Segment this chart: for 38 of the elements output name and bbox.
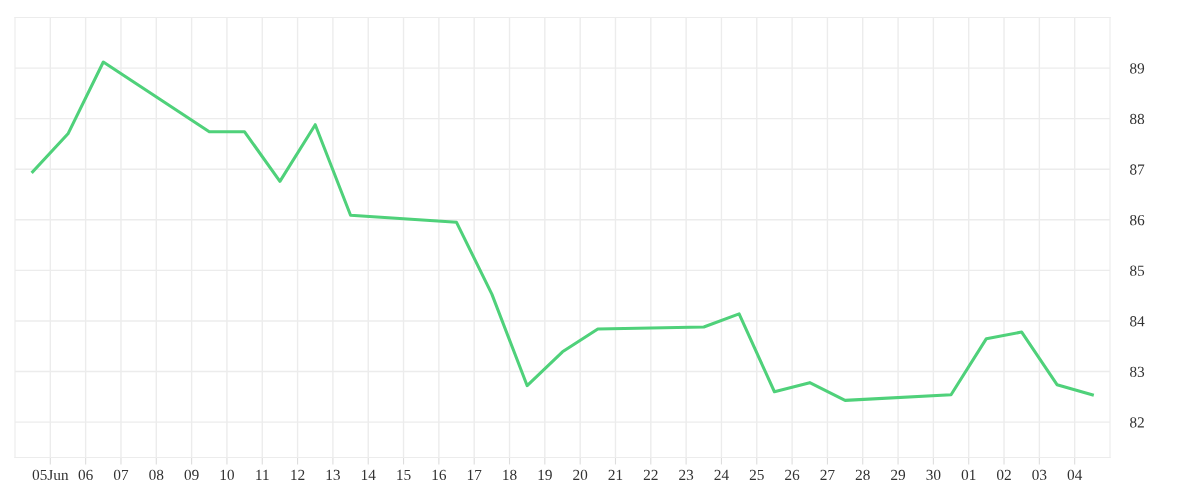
x-tick-label: 24 xyxy=(714,469,729,480)
x-tick-label: 21 xyxy=(608,469,623,480)
y-tick-label: 84 xyxy=(1130,316,1145,327)
x-tick-label: 27 xyxy=(820,469,835,480)
x-tick-label: 30 xyxy=(926,469,941,481)
x-tick-label: 11 xyxy=(256,469,269,480)
x-tick-label: 04 xyxy=(1067,469,1083,481)
x-tick-label: 09 xyxy=(184,469,199,481)
x-tick-label: 06 xyxy=(78,469,93,481)
x-tick-label: 25 xyxy=(749,469,764,481)
x-tick-label: 05Jun xyxy=(32,469,69,481)
x-tick-label: 17 xyxy=(467,469,482,480)
y-tick-label: 85 xyxy=(1130,265,1145,276)
x-tick-label: 08 xyxy=(149,469,164,481)
x-tick-label: 12 xyxy=(291,469,305,480)
x-tick-label: 13 xyxy=(326,469,340,481)
y-tick-label: 87 xyxy=(1130,164,1145,175)
x-tick-label: 07 xyxy=(113,469,129,481)
x-tick-label: 28 xyxy=(855,469,870,481)
x-tick-label: 03 xyxy=(1032,469,1047,481)
y-tick-label: 86 xyxy=(1130,214,1145,226)
x-tick-label: 23 xyxy=(679,469,694,481)
x-tick-label: 10 xyxy=(220,469,234,481)
x-tick-label: 19 xyxy=(538,469,552,481)
x-tick-label: 14 xyxy=(361,469,376,480)
x-tick-label: 16 xyxy=(432,469,447,481)
y-tick-label: 83 xyxy=(1130,366,1145,377)
x-tick-label: 20 xyxy=(573,469,588,481)
x-tick-label: 01 xyxy=(961,469,976,481)
x-tick-label: 29 xyxy=(891,469,906,481)
x-tick-label: 02 xyxy=(996,469,1011,481)
x-tick-label: 18 xyxy=(503,469,517,481)
y-tick-label: 89 xyxy=(1130,63,1145,74)
y-tick-label: 88 xyxy=(1130,113,1145,125)
x-tick-label: 22 xyxy=(643,469,658,480)
x-tick-label: 15 xyxy=(397,469,411,481)
x-tick-label: 26 xyxy=(785,469,800,481)
y-tick-label: 82 xyxy=(1130,417,1144,428)
